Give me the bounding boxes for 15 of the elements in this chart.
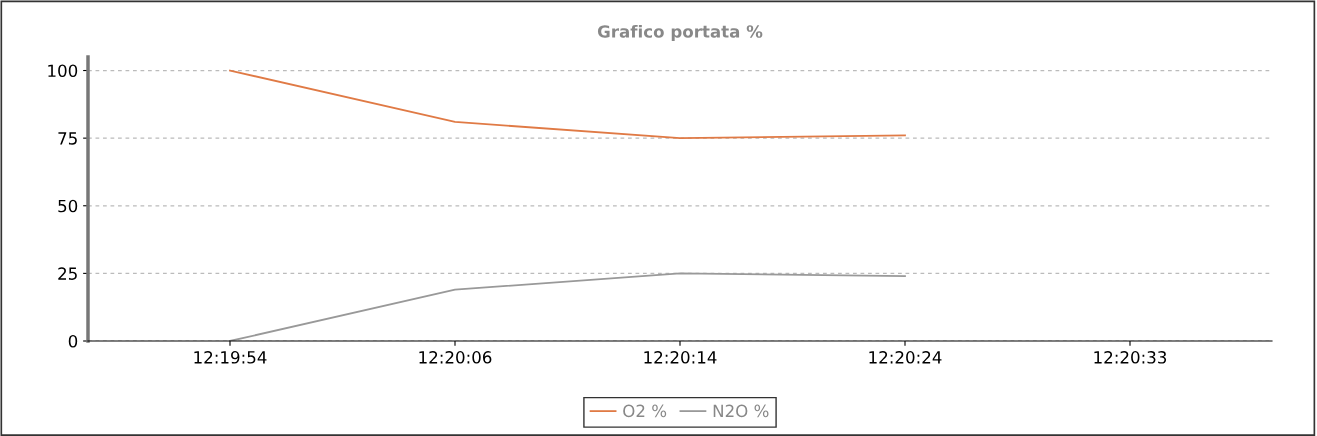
- legend-label: N2O %: [713, 404, 769, 418]
- y-tick-label: 25: [58, 267, 77, 280]
- line-series: [229, 69, 906, 140]
- x-tick-label: 12:19:54: [194, 351, 267, 364]
- x-tick-label: 12:20:24: [869, 351, 942, 364]
- legend-label: O2 %: [623, 404, 667, 418]
- x-tick-label: 12:20:14: [644, 351, 717, 364]
- line-series: [229, 272, 906, 341]
- y-tick-label: 100: [48, 64, 78, 78]
- x-tick-label: 12:20:33: [1094, 351, 1167, 364]
- y-tick-label: 75: [58, 132, 77, 145]
- chart-title: Grafico portata %: [597, 24, 763, 42]
- y-tick-label: 50: [58, 199, 78, 213]
- y-tick-label: 0: [68, 334, 78, 348]
- x-tick-label: 12:20:06: [419, 351, 492, 364]
